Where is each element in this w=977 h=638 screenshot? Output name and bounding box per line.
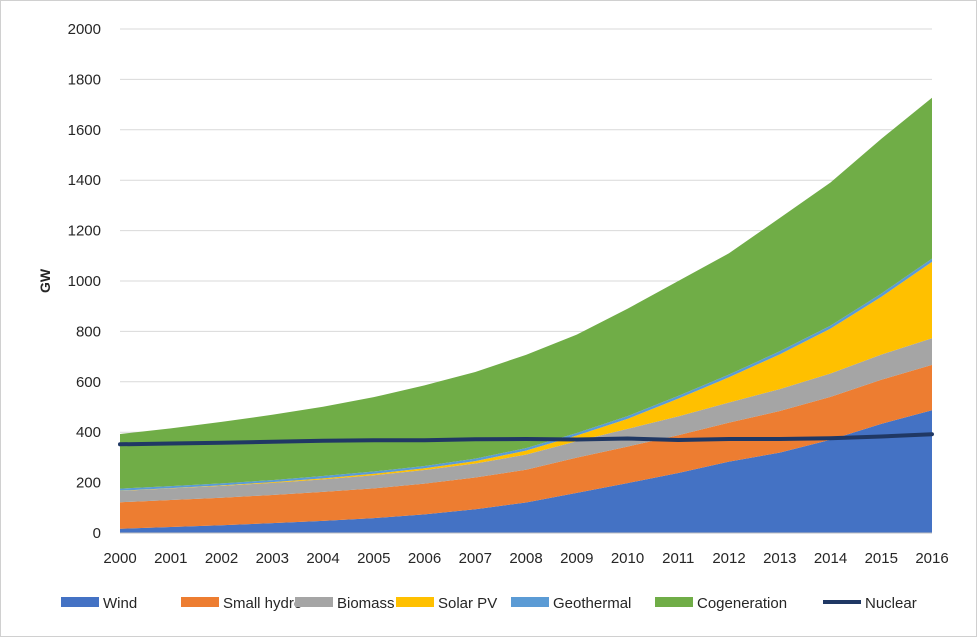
area-wind bbox=[120, 410, 932, 533]
area-small-hydro bbox=[120, 364, 932, 529]
y-tick-label: 1400 bbox=[68, 172, 101, 189]
y-tick-label: 1800 bbox=[68, 71, 101, 88]
x-tick-label: 2005 bbox=[357, 550, 390, 567]
y-tick-label: 1000 bbox=[68, 273, 101, 290]
legend-label-cogeneration: Cogeneration bbox=[697, 595, 787, 612]
area-series-group bbox=[120, 97, 932, 533]
y-tick-label: 800 bbox=[76, 323, 101, 340]
y-axis-label: GW bbox=[37, 268, 53, 293]
legend-label-nuclear: Nuclear bbox=[865, 595, 917, 612]
x-tick-label: 2015 bbox=[865, 550, 898, 567]
legend-label-biomass: Biomass bbox=[337, 595, 395, 612]
x-axis-ticks: 2000 2001 2002 2003 2004 2005 2006 2007 2008 2009… bbox=[103, 550, 948, 567]
legend-swatch-small-hydro bbox=[181, 597, 219, 607]
x-tick-label: 2009 bbox=[560, 550, 593, 567]
x-tick-label: 2006 bbox=[408, 550, 441, 567]
area-cogeneration bbox=[120, 97, 932, 489]
y-tick-label: 1200 bbox=[68, 223, 101, 240]
legend-label-wind: Wind bbox=[103, 595, 137, 612]
legend-swatch-cogeneration bbox=[655, 597, 693, 607]
x-tick-label: 2016 bbox=[915, 550, 948, 567]
x-tick-label: 2014 bbox=[814, 550, 847, 567]
x-tick-label: 2004 bbox=[306, 550, 339, 567]
legend-swatch-wind bbox=[61, 597, 99, 607]
legend-swatch-geothermal bbox=[511, 597, 549, 607]
x-tick-label: 2012 bbox=[712, 550, 745, 567]
y-tick-label: 0 bbox=[93, 525, 101, 542]
legend-label-geothermal: Geothermal bbox=[553, 595, 631, 612]
y-tick-label: 600 bbox=[76, 374, 101, 391]
legend-label-solar-pv: Solar PV bbox=[438, 595, 497, 612]
x-tick-label: 2013 bbox=[763, 550, 796, 567]
x-tick-label: 2008 bbox=[509, 550, 542, 567]
x-tick-label: 2011 bbox=[662, 550, 694, 567]
area-solar-pv bbox=[120, 261, 932, 491]
legend-swatch-biomass bbox=[295, 597, 333, 607]
y-axis-ticks: 0 200 400 600 800 1000 1200 1400 1600 1800 2000 bbox=[68, 21, 101, 542]
line-series-group bbox=[118, 432, 934, 447]
x-tick-label: 2010 bbox=[611, 550, 644, 567]
y-tick-label: 400 bbox=[76, 424, 101, 441]
x-tick-label: 2001 bbox=[154, 550, 187, 567]
x-tick-label: 2003 bbox=[256, 550, 289, 567]
x-tick-label: 2000 bbox=[103, 550, 136, 567]
legend-label-small-hydro: Small hydro bbox=[223, 595, 302, 612]
y-tick-label: 2000 bbox=[68, 21, 101, 38]
y-tick-label: 1600 bbox=[68, 122, 101, 139]
legend-swatch-solar-pv bbox=[396, 597, 434, 607]
x-tick-label: 2007 bbox=[459, 550, 492, 567]
x-tick-label: 2002 bbox=[205, 550, 238, 567]
legend: Wind Small hydro Biomass Solar PV Geothermal… bbox=[61, 595, 917, 612]
area-biomass bbox=[120, 338, 932, 503]
y-tick-label: 200 bbox=[76, 475, 101, 492]
line-nuclear bbox=[118, 432, 934, 447]
